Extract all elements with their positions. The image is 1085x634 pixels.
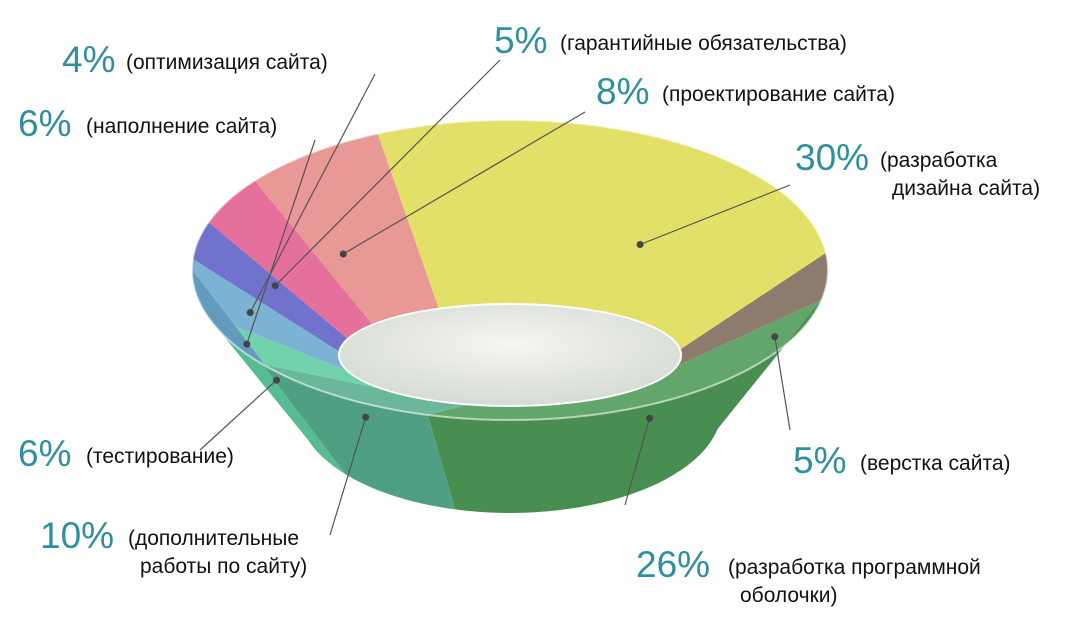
leader-dot-3: [339, 250, 347, 258]
slice-labels: 26% (разработка программной оболочки) 5% (ве…: [18, 20, 1040, 607]
leader-dot-1: [771, 333, 779, 341]
bowl-rim: [191, 119, 829, 421]
slice-label-3-line-0: (проектирование сайта): [662, 83, 895, 106]
slice-label-4-line-0: (гарантийные обязательства): [560, 32, 847, 55]
slice-inner-2: [377, 120, 826, 349]
slice-label-5-line-0: (оптимизация сайта): [126, 51, 328, 74]
slice-percent-0: 26%: [636, 544, 710, 585]
slice-inner-1: [678, 252, 828, 366]
slice-percent-5: 4%: [62, 39, 115, 80]
slice-label-2-line-0: (разработка: [880, 149, 998, 172]
slice-inner-5: [192, 222, 347, 352]
slice-percent-8: 10%: [40, 515, 114, 556]
slice-inner-4: [208, 180, 372, 339]
slice-percent-3: 8%: [596, 71, 649, 112]
slice-inner-6: [192, 259, 346, 371]
leader-line-4: [274, 59, 501, 287]
slice-outer-7: [206, 314, 346, 475]
slice-outer-8: [262, 364, 456, 510]
slice-label-0-line-0: (разработка программной: [728, 556, 981, 579]
leader-dot-8: [362, 413, 370, 421]
slice-percent-4: 5%: [494, 20, 547, 61]
leader-line-3: [342, 111, 586, 255]
leader-line-1: [774, 336, 791, 431]
leader-dot-4: [271, 282, 279, 290]
leader-dot-5: [246, 309, 254, 316]
leader-line-0: [624, 418, 651, 506]
slice-percent-7: 6%: [18, 433, 71, 474]
slice-label-8-line-1: работы по сайту): [140, 555, 307, 578]
slice-label-6-line-0: (наполнение сайта): [86, 115, 277, 138]
leader-dot-6: [243, 340, 251, 348]
slice-label-0-line-1: оболочки): [740, 584, 837, 607]
leader-line-8: [329, 417, 367, 536]
slice-label-2-line-1: дизайна сайта): [892, 177, 1040, 200]
bowl-3d: [191, 119, 829, 513]
slice-percent-1: 5%: [793, 440, 846, 481]
leader-lines: [199, 59, 791, 536]
slice-inner-0: [427, 299, 822, 420]
leader-line-7: [199, 379, 277, 451]
slice-label-1-line-0: (верстка сайта): [860, 452, 1011, 475]
leader-dot-2: [636, 241, 644, 248]
slice-percent-6: 6%: [18, 103, 71, 144]
leader-dot-7: [273, 376, 280, 384]
leader-line-2: [639, 184, 791, 246]
leader-line-6: [246, 139, 316, 345]
slice-label-7-line-0: (тестирование): [86, 445, 234, 468]
slice-inner-7: [206, 314, 377, 388]
slice-inner-8: [262, 364, 466, 415]
slice-percent-2: 30%: [795, 137, 869, 178]
slice-label-8-line-0: (дополнительные: [128, 527, 299, 550]
leader-dot-0: [646, 414, 654, 422]
bowl-floor: [340, 305, 680, 405]
slice-outer-0: [427, 299, 822, 513]
